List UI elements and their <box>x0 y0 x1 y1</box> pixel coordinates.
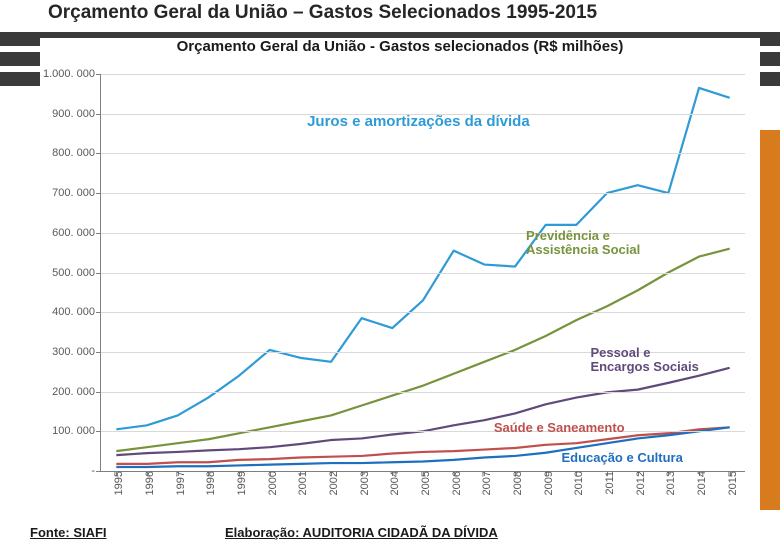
ytick-label: 800. 000 <box>52 147 101 159</box>
gridline <box>101 233 745 234</box>
series-label-pessoal: Pessoal eEncargos Sociais <box>590 346 698 375</box>
chart-plot: -100. 000200. 000300. 000400. 000500. 00… <box>100 74 745 472</box>
ytick-label: 200. 000 <box>52 386 101 398</box>
xtick-label: 2004 <box>383 471 401 495</box>
series-label-previdencia: Previdência eAssistência Social <box>526 229 640 258</box>
ytick-label: 1.000. 000 <box>43 68 101 80</box>
ytick-label: 100. 000 <box>52 425 101 437</box>
orange-side-bar <box>760 130 780 510</box>
xtick-label: 2007 <box>475 471 493 495</box>
xtick-label: 1997 <box>169 471 187 495</box>
xtick-label: 1995 <box>107 471 125 495</box>
xtick-label: 2012 <box>629 471 647 495</box>
xtick-label: 2003 <box>353 471 371 495</box>
gridline <box>101 273 745 274</box>
xtick-label: 2013 <box>659 471 677 495</box>
gridline <box>101 431 745 432</box>
ytick-label: 400. 000 <box>52 306 101 318</box>
xtick-label: 1998 <box>199 471 217 495</box>
series-label-educacao: Educação e Cultura <box>561 451 682 465</box>
xtick-label: 2009 <box>537 471 555 495</box>
xtick-label: 1999 <box>230 471 248 495</box>
xtick-label: 2000 <box>261 471 279 495</box>
footer: Fonte: SIAFI Elaboração: AUDITORIA CIDAD… <box>0 520 780 540</box>
xtick-label: 2006 <box>445 471 463 495</box>
ytick-label: 900. 000 <box>52 108 101 120</box>
xtick-label: 2008 <box>506 471 524 495</box>
footer-elab: Elaboração: AUDITORIA CIDADÃ DA DÍVIDA <box>225 525 498 540</box>
ytick-label: 500. 000 <box>52 267 101 279</box>
footer-source: Fonte: SIAFI <box>30 525 107 540</box>
ytick-label: 300. 000 <box>52 346 101 358</box>
chart-area: Orçamento Geral da União - Gastos seleci… <box>40 38 760 503</box>
xtick-label: 2001 <box>291 471 309 495</box>
xtick-label: 2011 <box>598 471 616 495</box>
xtick-label: 2010 <box>567 471 585 495</box>
gridline <box>101 312 745 313</box>
ytick-label: 600. 000 <box>52 227 101 239</box>
gridline <box>101 74 745 75</box>
xtick-label: 2002 <box>322 471 340 495</box>
chart-title: Orçamento Geral da União - Gastos seleci… <box>40 38 760 55</box>
xtick-label: 2014 <box>690 471 708 495</box>
xtick-label: 2015 <box>721 471 739 495</box>
gridline <box>101 392 745 393</box>
gridline <box>101 193 745 194</box>
series-label-saude: Saúde e Saneamento <box>494 421 625 435</box>
ytick-label: - <box>91 465 101 477</box>
xtick-label: 1996 <box>138 471 156 495</box>
xtick-label: 2005 <box>414 471 432 495</box>
series-juros <box>116 88 729 429</box>
slide-title: Orçamento Geral da União – Gastos Seleci… <box>48 2 597 24</box>
ytick-label: 700. 000 <box>52 187 101 199</box>
gridline <box>101 153 745 154</box>
series-label-juros: Juros e amortizações da dívida <box>307 114 530 131</box>
series-pessoal <box>116 368 729 455</box>
